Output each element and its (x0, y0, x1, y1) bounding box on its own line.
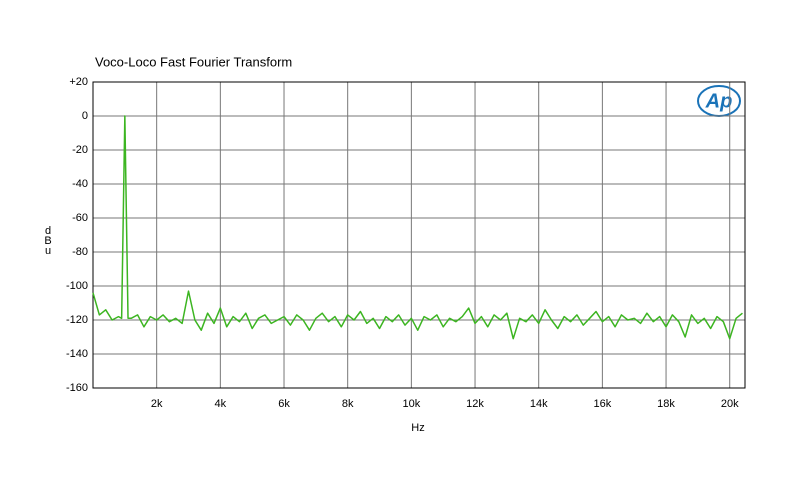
x-tick-label: 4k (215, 398, 227, 410)
x-axis-label: Hz (411, 422, 424, 434)
x-tick-label: 14k (530, 398, 548, 410)
chart-title: Voco-Loco Fast Fourier Transform (95, 54, 292, 69)
logo: Ap (705, 90, 733, 112)
y-tick-label: +20 (69, 76, 88, 88)
y-tick-label: -100 (66, 280, 88, 292)
x-tick-label: 10k (402, 398, 420, 410)
y-tick-label: 0 (82, 110, 88, 122)
x-tick-label: 12k (466, 398, 484, 410)
plot-border (92, 81, 746, 389)
x-tick-label: 18k (657, 398, 675, 410)
y-tick-label: -80 (72, 246, 88, 258)
x-tick-label: 16k (594, 398, 612, 410)
x-tick-label: 20k (721, 398, 739, 410)
y-tick-label: -160 (66, 382, 88, 394)
y-tick-label: -20 (72, 144, 88, 156)
y-tick-label: -120 (66, 314, 88, 326)
series-line (92, 115, 743, 340)
x-tick-label: 2k (151, 398, 163, 410)
x-tick-label: 6k (278, 398, 290, 410)
y-tick-label: -140 (66, 348, 88, 360)
y-tick-label: -40 (72, 178, 88, 190)
y-tick-label: -60 (72, 212, 88, 224)
y-axis-label: dBu (42, 225, 54, 255)
x-tick-label: 8k (342, 398, 354, 410)
